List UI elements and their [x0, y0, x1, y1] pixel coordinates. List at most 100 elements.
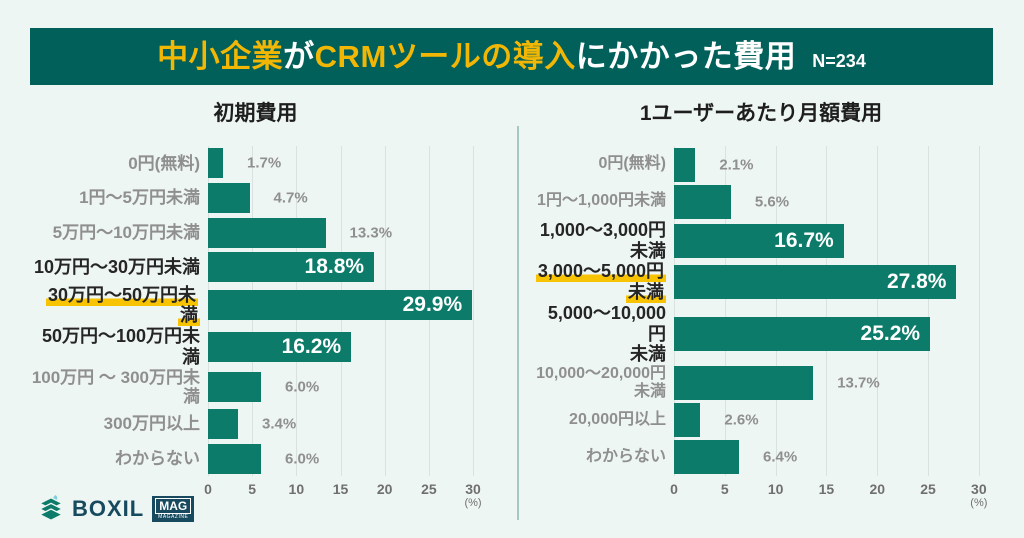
chart-divider-line	[517, 126, 519, 520]
axis-tick-label: 15	[818, 481, 835, 497]
chart-monthly-cost-per-user: 1ユーザーあたり月額費用 0円(無料) 2.1% 1円〜1,000円未満 5.6% 1,…	[534, 100, 988, 514]
value-label: 16.7%	[774, 228, 834, 252]
category-label: 20,000円以上	[569, 411, 666, 429]
title-part: CRMツールの導入	[314, 39, 576, 74]
title-part: 中小企業	[157, 39, 284, 74]
bar-track: 5.6%	[674, 183, 988, 220]
bar	[208, 217, 326, 248]
category-label: 1円〜5万円未満	[79, 188, 200, 208]
bar: 27.8%	[674, 265, 957, 300]
bar-rows: 0円(無料) 2.1% 1円〜1,000円未満 5.6% 1,000〜3,000円 未満…	[534, 146, 988, 476]
bar-track: 16.7%	[674, 220, 988, 261]
bar	[674, 403, 701, 438]
bar-track: 6.0%	[208, 441, 481, 476]
logo-mag-badge: MAG MAGAZINE	[152, 495, 195, 523]
axis-tick-label: 20	[376, 481, 393, 497]
title-part: にかかった費用	[575, 39, 797, 74]
bar-row: 100万円 〜 300万円未満 6.0%	[30, 368, 481, 407]
bar	[208, 408, 239, 439]
bar-track: 6.4%	[674, 439, 988, 476]
category-label: 10,000〜20,000円 未満	[536, 365, 666, 401]
gridline	[724, 146, 726, 476]
bar-track: 6.0%	[208, 368, 481, 407]
bar	[208, 443, 261, 474]
value-label: 6.4%	[763, 448, 798, 466]
value-label: 27.8%	[886, 270, 947, 294]
axis-tick-label: 30	[465, 481, 481, 497]
bar: 16.2%	[208, 331, 352, 362]
value-label: 4.7%	[273, 189, 308, 207]
header-band: 中小企業がCRMツールの導入にかかった費用 N=234	[30, 28, 993, 85]
bar-row: 20,000円以上 2.6%	[534, 402, 988, 439]
value-label: 25.2%	[860, 321, 921, 345]
bar-track: 27.8%	[674, 261, 988, 302]
value-label: 6.0%	[285, 378, 320, 396]
axis-tick-label: 5	[720, 481, 729, 497]
bar-row: 1円〜1,000円未満 5.6%	[534, 183, 988, 220]
bar-rows: 0円(無料) 1.7% 1円〜5万円未満 4.7% 5万円〜10万円未満 13.3% 10万…	[30, 146, 481, 476]
plot-gridlines	[674, 146, 988, 476]
value-label: 13.7%	[837, 374, 880, 392]
boxil-layers-icon	[38, 494, 64, 521]
axis-tick-label: 10	[767, 481, 784, 497]
bar-row: 10万円〜30万円未満 18.8%	[30, 250, 481, 285]
category-label: わからない	[115, 448, 200, 468]
bar: 29.9%	[208, 290, 473, 321]
bar	[208, 372, 261, 403]
bar-row: 50万円〜100万円未満 16.2%	[30, 326, 481, 367]
axis-tick-label: 0	[204, 481, 212, 497]
bar-row: 30万円〜50万円未満 29.9%	[30, 284, 481, 327]
category-label: 5,000〜10,000円 未満	[547, 302, 666, 365]
bar-track: 1.7%	[208, 146, 481, 181]
bar	[208, 183, 250, 214]
sample-size-label: N=234	[812, 51, 866, 71]
bar-row: 1,000〜3,000円 未満 16.7%	[534, 220, 988, 261]
bar-track: 25.2%	[674, 303, 988, 365]
chart-initial-cost: 初期費用 0円(無料) 1.7% 1円〜5万円未満 4.7% 5万円〜10万円未満 13.…	[30, 100, 482, 514]
axis-tick-label: 25	[920, 481, 936, 497]
value-label: 5.6%	[754, 193, 790, 211]
bar	[674, 147, 696, 182]
gridline	[473, 146, 475, 476]
bar	[674, 440, 740, 475]
gridline	[826, 146, 828, 476]
category-label: 0円(無料)	[128, 153, 200, 173]
bar-row: 3,000〜5,000円 未満 27.8%	[534, 261, 988, 304]
bar-track: 4.7%	[208, 181, 481, 216]
boxil-mag-logo: BOXIL MAG MAGAZINE	[36, 494, 195, 524]
category-label: 1円〜1,000円未満	[537, 192, 666, 210]
category-label: 3,000〜5,000円 未満	[534, 261, 666, 304]
axis-tick-label: 20	[869, 481, 886, 497]
logo-mag-text: MAG	[155, 497, 192, 514]
value-label: 1.7%	[247, 154, 282, 172]
plot-area: 0円(無料) 2.1% 1円〜1,000円未満 5.6% 1,000〜3,000円 未満…	[534, 146, 988, 476]
category-label: わからない	[585, 448, 666, 466]
bar-row: 5万円〜10万円未満 13.3%	[30, 215, 481, 250]
title-part: が	[283, 39, 315, 74]
category-label: 10万円〜30万円未満	[33, 257, 200, 278]
chart-title-monthly-cost: 1ユーザーあたり月額費用	[639, 102, 883, 125]
axis-tick-label: 30	[971, 481, 987, 497]
bar-row: 10,000〜20,000円 未満 13.7%	[534, 365, 988, 402]
gridline	[978, 146, 980, 476]
bar-track: 13.3%	[208, 215, 481, 250]
bar	[674, 184, 731, 219]
bar: 25.2%	[674, 316, 931, 351]
value-label: 2.6%	[724, 411, 759, 429]
bar-track: 3.4%	[208, 407, 481, 442]
gridline	[775, 146, 777, 476]
axis-tick-label: 5	[248, 481, 257, 497]
plot-area: 0円(無料) 1.7% 1円〜5万円未満 4.7% 5万円〜10万円未満 13.3% 10万…	[30, 146, 481, 476]
gridline	[877, 146, 879, 476]
value-label: 16.2%	[281, 334, 342, 358]
axis-unit-label: (%)	[464, 497, 482, 509]
chart-title-initial-cost: 初期費用	[213, 102, 298, 125]
logo-magazine-text: MAGAZINE	[158, 513, 189, 520]
bar-row: 0円(無料) 1.7%	[30, 146, 481, 181]
bar	[674, 366, 814, 401]
gridline	[674, 146, 675, 476]
category-label: 5万円〜10万円未満	[52, 222, 200, 242]
highlight-marker: 3,000〜5,000円 未満	[535, 261, 666, 304]
bar-track: 16.2%	[208, 326, 481, 367]
